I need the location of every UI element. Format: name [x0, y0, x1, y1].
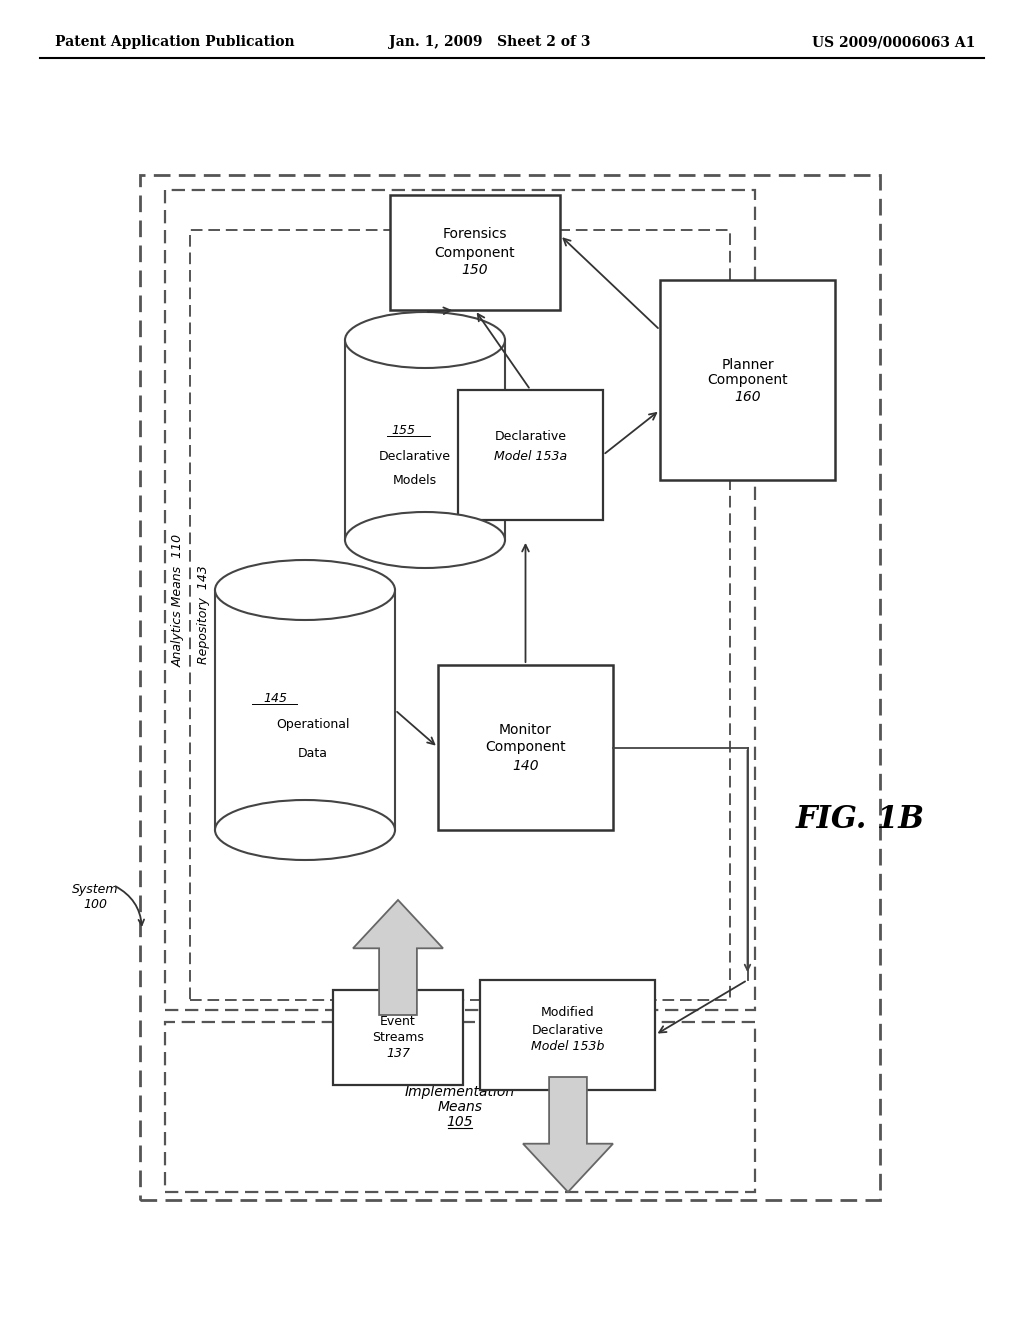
Bar [438, 665, 613, 830]
Text: Patent Application Publication: Patent Application Publication [55, 36, 295, 49]
Text: 155: 155 [391, 424, 415, 437]
Bar [165, 190, 755, 1010]
Text: Declarative: Declarative [531, 1023, 603, 1036]
Bar [215, 590, 395, 830]
Text: Forensics: Forensics [442, 227, 507, 242]
Text: 100: 100 [83, 899, 106, 912]
Text: Repository  143: Repository 143 [197, 565, 210, 664]
Text: Declarative: Declarative [379, 450, 451, 462]
Bar [165, 1022, 755, 1192]
Text: Declarative: Declarative [495, 430, 566, 444]
Bar [390, 195, 560, 310]
Text: Data: Data [298, 747, 328, 760]
Bar [190, 230, 730, 1001]
Text: Model 153a: Model 153a [494, 450, 567, 463]
Text: 137: 137 [386, 1047, 410, 1060]
FancyArrowPatch shape [478, 314, 529, 388]
Bar [140, 176, 880, 1200]
Ellipse shape [215, 800, 395, 861]
Text: Model 153b: Model 153b [530, 1040, 604, 1053]
Text: Streams: Streams [372, 1031, 424, 1044]
Ellipse shape [215, 560, 395, 620]
Text: Jan. 1, 2009   Sheet 2 of 3: Jan. 1, 2009 Sheet 2 of 3 [389, 36, 591, 49]
Text: 150: 150 [462, 264, 488, 277]
Text: FIG. 1B: FIG. 1B [796, 804, 925, 836]
Polygon shape [353, 900, 443, 1015]
Bar [480, 979, 655, 1090]
Text: Planner: Planner [721, 358, 774, 372]
Text: 140: 140 [512, 759, 539, 772]
FancyArrowPatch shape [522, 545, 528, 663]
Bar [458, 389, 603, 520]
FancyArrowPatch shape [428, 308, 451, 314]
FancyArrowPatch shape [605, 413, 656, 453]
Text: Means: Means [437, 1100, 482, 1114]
Text: 160: 160 [734, 389, 761, 404]
Ellipse shape [345, 312, 505, 368]
Text: System: System [72, 883, 118, 896]
Text: US 2009/0006063 A1: US 2009/0006063 A1 [812, 36, 975, 49]
Polygon shape [523, 1077, 613, 1192]
Text: Monitor: Monitor [499, 722, 552, 737]
Text: Modified: Modified [541, 1006, 594, 1019]
Text: Event: Event [380, 1015, 416, 1028]
FancyArrowPatch shape [116, 886, 144, 925]
Text: Implementation: Implementation [404, 1085, 515, 1100]
Ellipse shape [345, 512, 505, 568]
Text: Operational: Operational [276, 718, 350, 731]
Text: Models: Models [393, 474, 437, 487]
Text: Component: Component [708, 374, 787, 387]
Bar [345, 341, 505, 540]
Bar [333, 990, 463, 1085]
FancyArrowPatch shape [563, 239, 658, 329]
Bar [660, 280, 835, 480]
FancyArrowPatch shape [659, 981, 745, 1032]
Text: 145: 145 [263, 692, 287, 705]
Text: Analytics Means  110: Analytics Means 110 [171, 533, 184, 667]
Text: Component: Component [434, 246, 515, 260]
Text: 105: 105 [446, 1115, 473, 1129]
FancyArrowPatch shape [397, 711, 434, 744]
Text: Component: Component [485, 741, 566, 755]
